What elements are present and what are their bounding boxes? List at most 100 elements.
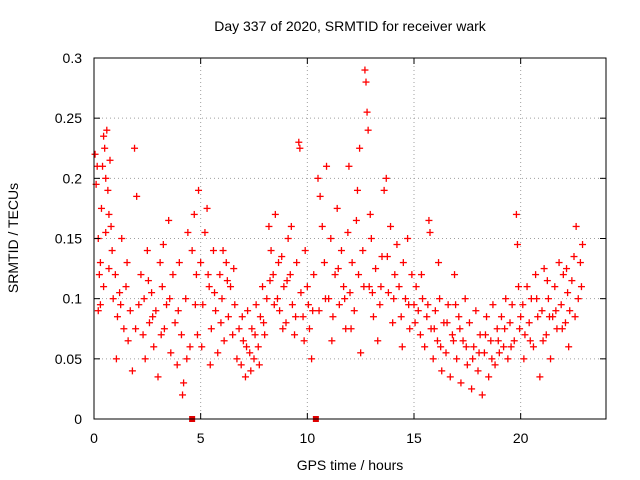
data-point [265, 222, 273, 230]
data-point [516, 325, 524, 333]
y-tick-label: 0.1 [63, 291, 83, 307]
data-point [180, 379, 188, 387]
data-point [314, 174, 322, 182]
data-point [495, 349, 503, 357]
data-point [137, 271, 145, 279]
data-point [367, 235, 375, 242]
data-point [100, 132, 108, 140]
data-point [506, 319, 514, 327]
data-point [335, 301, 343, 309]
data-point [259, 283, 267, 291]
data-point [248, 325, 256, 333]
data-point [94, 307, 102, 315]
data-point [395, 283, 403, 291]
data-point [461, 295, 469, 303]
data-point [345, 162, 353, 170]
data-point [211, 289, 219, 297]
data-point [316, 192, 324, 200]
data-point [118, 235, 126, 242]
data-point [321, 295, 329, 303]
data-point [106, 156, 114, 164]
data-point [577, 283, 585, 291]
data-point [426, 228, 434, 236]
data-point [255, 361, 263, 369]
data-point [192, 271, 200, 279]
data-point [112, 355, 120, 363]
data-point [507, 343, 515, 351]
data-point [357, 349, 365, 357]
data-point [353, 186, 361, 194]
data-point [571, 313, 579, 321]
data-point [122, 283, 130, 291]
data-point [502, 295, 510, 303]
data-point [280, 283, 288, 291]
data-point [163, 301, 171, 309]
data-point [247, 367, 255, 375]
data-point [229, 331, 237, 339]
data-point [526, 337, 534, 345]
data-point [99, 162, 107, 170]
data-point [435, 259, 443, 267]
data-point [197, 259, 205, 267]
data-point [368, 289, 376, 297]
data-point [504, 355, 512, 363]
data-point [251, 331, 259, 339]
data-point [485, 373, 493, 381]
data-point [318, 222, 326, 230]
data-point [497, 313, 505, 321]
data-point [494, 337, 502, 345]
data-point [169, 271, 177, 279]
data-point [101, 144, 109, 152]
x-tick-label: 5 [197, 430, 205, 446]
data-point [423, 313, 431, 321]
data-point [279, 325, 287, 333]
data-point [538, 307, 546, 315]
data-point [173, 361, 181, 369]
data-point [179, 391, 187, 399]
data-point [360, 283, 368, 291]
data-point [523, 283, 531, 291]
data-point [301, 247, 309, 255]
data-point [401, 295, 409, 303]
data-point [133, 192, 141, 200]
data-point [296, 144, 304, 152]
data-point [563, 265, 571, 273]
data-point [517, 313, 525, 321]
data-point [198, 343, 206, 351]
data-point [152, 307, 160, 315]
data-point [536, 373, 544, 381]
chart-title: Day 337 of 2020, SRMTID for receiver war… [214, 18, 487, 34]
data-point [237, 361, 245, 369]
data-point [542, 331, 550, 339]
data-point [188, 247, 196, 255]
data-point [182, 295, 190, 303]
data-point [250, 355, 258, 363]
data-point [405, 301, 413, 309]
data-point [515, 283, 523, 291]
data-point [304, 301, 312, 309]
data-point [448, 331, 456, 339]
data-point [123, 259, 131, 267]
data-point [102, 174, 110, 182]
data-point [366, 210, 374, 218]
data-point [565, 343, 573, 351]
data-point [487, 337, 495, 345]
data-point [111, 271, 119, 279]
data-point [364, 126, 372, 134]
data-point [128, 367, 136, 375]
data-point [100, 283, 108, 291]
data-point [532, 271, 540, 279]
data-point [512, 210, 520, 218]
data-point [283, 277, 291, 285]
data-point [443, 319, 451, 327]
data-point [150, 343, 158, 351]
data-point [398, 343, 406, 351]
data-point [186, 343, 194, 351]
data-point [217, 319, 225, 327]
data-point [224, 313, 232, 321]
data-point [513, 241, 521, 249]
data-point [419, 295, 427, 303]
data-point [278, 253, 286, 261]
data-point [140, 295, 148, 303]
data-point [431, 307, 439, 315]
